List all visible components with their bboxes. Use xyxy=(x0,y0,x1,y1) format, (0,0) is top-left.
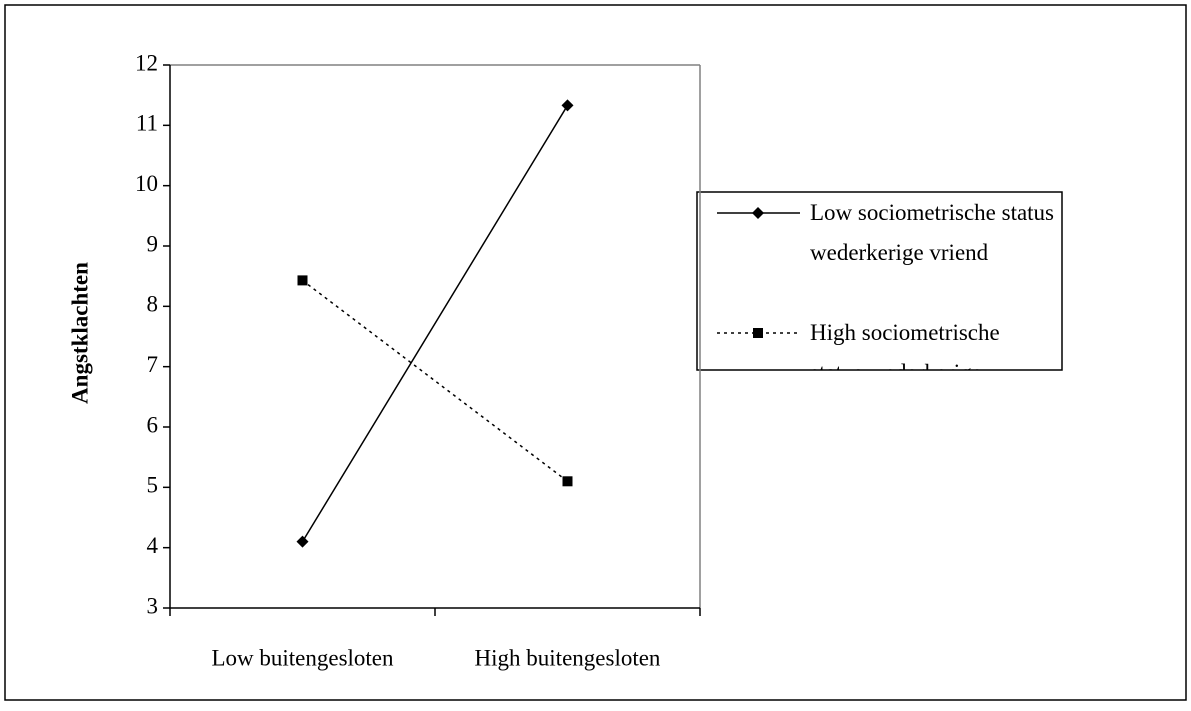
marker xyxy=(752,207,764,219)
y-tick-label: 8 xyxy=(147,292,159,317)
y-tick-label: 11 xyxy=(136,111,158,136)
legend-box xyxy=(696,191,1063,371)
marker xyxy=(753,328,763,338)
y-tick-label: 7 xyxy=(147,352,159,377)
series-line xyxy=(301,105,569,543)
legend: Low sociometrische status wederkerige vr… xyxy=(697,192,1062,370)
legend-label: High sociometrische status wederkerige xyxy=(810,320,1000,370)
y-tick-label: 12 xyxy=(135,50,158,75)
y-tick-label: 3 xyxy=(147,593,159,618)
y-tick-label: 4 xyxy=(147,533,159,558)
marker xyxy=(296,535,309,548)
marker xyxy=(561,99,574,112)
legend-content: Low sociometrische status wederkerige vr… xyxy=(697,192,1062,370)
y-tick-label: 5 xyxy=(147,473,159,498)
y-tick-label: 9 xyxy=(147,231,159,256)
y-axis-label: Angstklachten xyxy=(67,262,92,404)
marker xyxy=(297,275,308,286)
y-tick-label: 6 xyxy=(147,412,159,437)
x-tick-label: Low buitengesloten xyxy=(211,645,394,670)
y-tick-label: 10 xyxy=(135,171,158,196)
marker xyxy=(562,476,573,487)
x-tick-label: High buitengesloten xyxy=(475,645,661,670)
legend-label: Low sociometrische status wederkerige vr… xyxy=(810,200,1055,265)
